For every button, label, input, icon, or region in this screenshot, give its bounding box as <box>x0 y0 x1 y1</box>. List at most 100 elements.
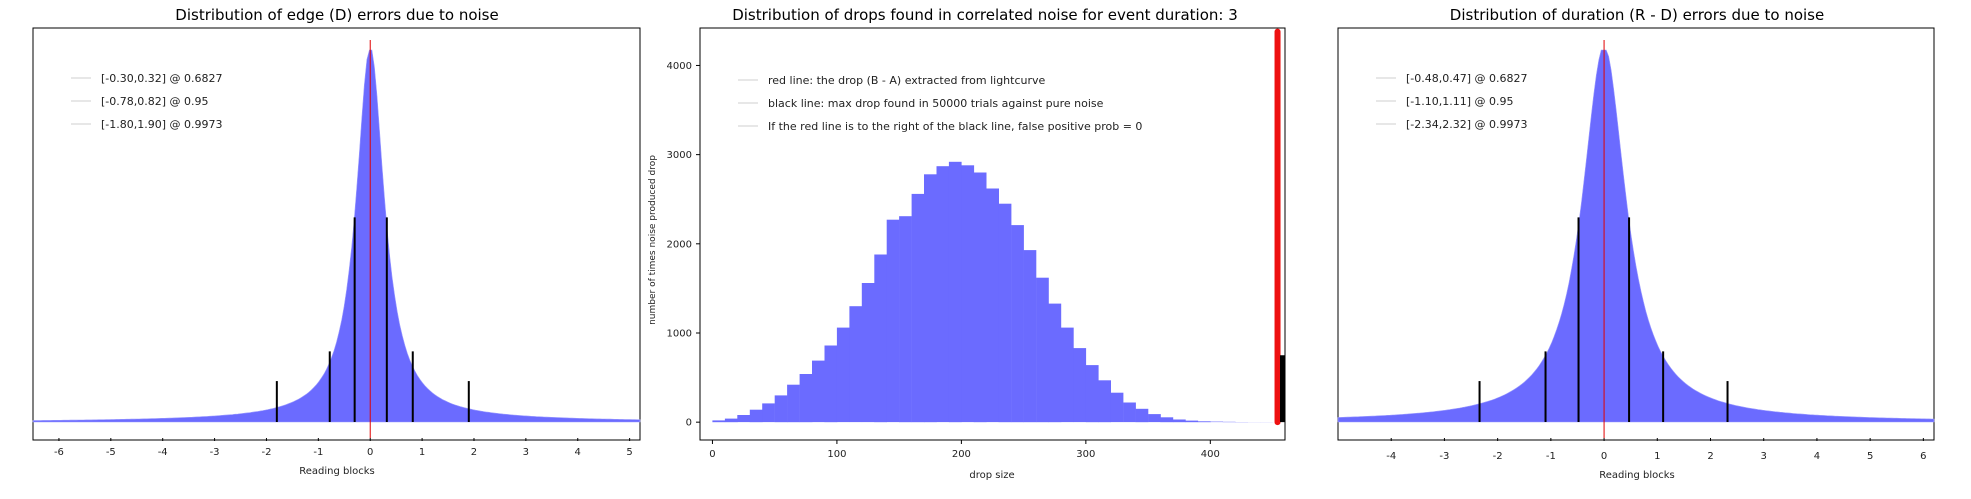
histogram-bar <box>774 395 788 423</box>
x-tick-label: 400 <box>1201 449 1220 460</box>
confidence-lines <box>1478 40 1729 438</box>
histogram-bar <box>1110 392 1124 423</box>
histogram-bar <box>1148 414 1161 423</box>
x-tick-label: 300 <box>1076 449 1095 460</box>
x-ticks: -6 -5 -4 -3 -2 -1 0 1 2 3 4 5 <box>54 438 633 458</box>
x-tick-label: 4 <box>575 447 581 458</box>
y-tick-label: 2000 <box>667 239 692 250</box>
histogram-bar <box>973 172 987 423</box>
histogram-bar <box>849 306 863 423</box>
histogram-bar <box>749 409 763 423</box>
legend: [-0.48,0.47] @ 0.6827 [-1.10,1.11] @ 0.95… <box>1376 72 1528 131</box>
x-tick-label: 5 <box>1867 451 1873 462</box>
histogram-bar <box>787 384 800 423</box>
legend-entry: red line: the drop (B - A) extracted fro… <box>768 74 1046 87</box>
y-tick-label: 0 <box>686 418 692 429</box>
legend-entry: [-2.34,2.32] @ 0.9973 <box>1406 118 1528 131</box>
chart-title: Distribution of duration (R - D) errors … <box>1450 6 1824 24</box>
histogram-area <box>1337 49 1935 423</box>
y-ticks: 0 1000 2000 3000 4000 <box>667 61 700 429</box>
histogram-bar <box>948 161 962 423</box>
histogram-bars <box>712 161 1273 423</box>
histogram-area <box>32 49 641 423</box>
histogram-bar <box>836 327 850 423</box>
x-tick-label: 100 <box>827 449 846 460</box>
histogram-bar <box>1123 402 1136 423</box>
histogram-bars <box>1337 49 1935 423</box>
x-tick-label: -4 <box>1386 451 1396 462</box>
x-tick-label: -3 <box>210 447 220 458</box>
histogram-bar <box>1160 417 1174 423</box>
legend: [-0.30,0.32] @ 0.6827 [-0.78,0.82] @ 0.95… <box>71 72 223 131</box>
histogram-bar <box>1185 420 1199 423</box>
x-tick-label: 4 <box>1814 451 1820 462</box>
histogram-bar <box>1135 408 1149 423</box>
histogram-bar <box>799 374 813 423</box>
histogram-bar <box>824 345 838 423</box>
x-tick-label: -1 <box>313 447 323 458</box>
confidence-lines <box>275 40 470 438</box>
x-ticks: -4 -3 -2 -1 0 1 2 3 4 5 6 <box>1386 438 1927 462</box>
histogram-bars <box>32 49 641 423</box>
histogram-bar <box>762 403 775 423</box>
x-ticks: 0 100 200 300 400 <box>709 440 1220 460</box>
x-tick-label: -5 <box>106 447 116 458</box>
histogram-bar <box>1098 380 1111 423</box>
histogram-bar <box>1210 421 1223 423</box>
histogram-bar <box>861 283 875 423</box>
x-tick-label: 3 <box>523 447 529 458</box>
histogram-bar <box>1061 327 1074 423</box>
x-tick-label: 0 <box>709 449 715 460</box>
legend-entry: [-0.30,0.32] @ 0.6827 <box>101 72 223 85</box>
histogram-bar <box>1085 365 1099 423</box>
x-axis-label: drop size <box>969 470 1014 481</box>
x-tick-label: 2 <box>1707 451 1713 462</box>
legend-entry: If the red line is to the right of the b… <box>768 120 1142 133</box>
legend: red line: the drop (B - A) extracted fro… <box>738 74 1142 133</box>
histogram-bar <box>886 219 900 423</box>
y-tick-label: 1000 <box>667 328 692 339</box>
y-tick-label: 4000 <box>667 61 692 72</box>
histogram-bar <box>737 415 750 423</box>
x-tick-label: 1 <box>1654 451 1660 462</box>
legend-entry: [-1.10,1.11] @ 0.95 <box>1406 95 1514 108</box>
x-tick-label: -4 <box>158 447 168 458</box>
histogram-bar <box>712 420 726 423</box>
y-tick-label: 3000 <box>667 150 692 161</box>
histogram-bar <box>924 174 937 423</box>
x-tick-label: 200 <box>952 449 971 460</box>
plot-frame <box>32 27 641 441</box>
histogram-bar <box>874 254 887 423</box>
y-axis-label: number of times noise produced drop <box>648 155 658 325</box>
chart-title: Distribution of drops found in correlate… <box>732 6 1238 24</box>
histogram-bar <box>998 203 1012 423</box>
panel-drop-distribution: Distribution of drops found in correlate… <box>648 6 1286 481</box>
x-tick-label: 6 <box>1920 451 1926 462</box>
histogram-bar <box>961 165 975 423</box>
x-tick-label: 5 <box>626 447 632 458</box>
histogram-bar <box>899 216 912 423</box>
plot-frame <box>1337 27 1935 441</box>
x-tick-label: -2 <box>1493 451 1503 462</box>
histogram-bar <box>1036 277 1049 423</box>
panel-duration-errors: Distribution of duration (R - D) errors … <box>1337 6 1935 481</box>
x-tick-label: -1 <box>1546 451 1556 462</box>
plot-frame <box>699 27 1286 441</box>
histogram-bar <box>911 193 925 423</box>
x-tick-label: -3 <box>1439 451 1449 462</box>
drop-lines <box>1274 28 1286 426</box>
x-axis-label: Reading blocks <box>299 466 375 477</box>
x-tick-label: -2 <box>261 447 271 458</box>
histogram-bar <box>724 418 738 423</box>
x-tick-label: 3 <box>1761 451 1767 462</box>
histogram-bar <box>986 188 999 423</box>
legend-entry: [-0.78,0.82] @ 0.95 <box>101 95 209 108</box>
legend-entry: [-0.48,0.47] @ 0.6827 <box>1406 72 1528 85</box>
legend-entry: black line: max drop found in 50000 tria… <box>768 97 1104 110</box>
panel-edge-errors: Distribution of edge (D) errors due to n… <box>32 6 641 477</box>
histogram-bar <box>1023 250 1037 423</box>
x-tick-label: 1 <box>419 447 425 458</box>
x-tick-label: 2 <box>471 447 477 458</box>
x-axis-label: Reading blocks <box>1599 470 1675 481</box>
